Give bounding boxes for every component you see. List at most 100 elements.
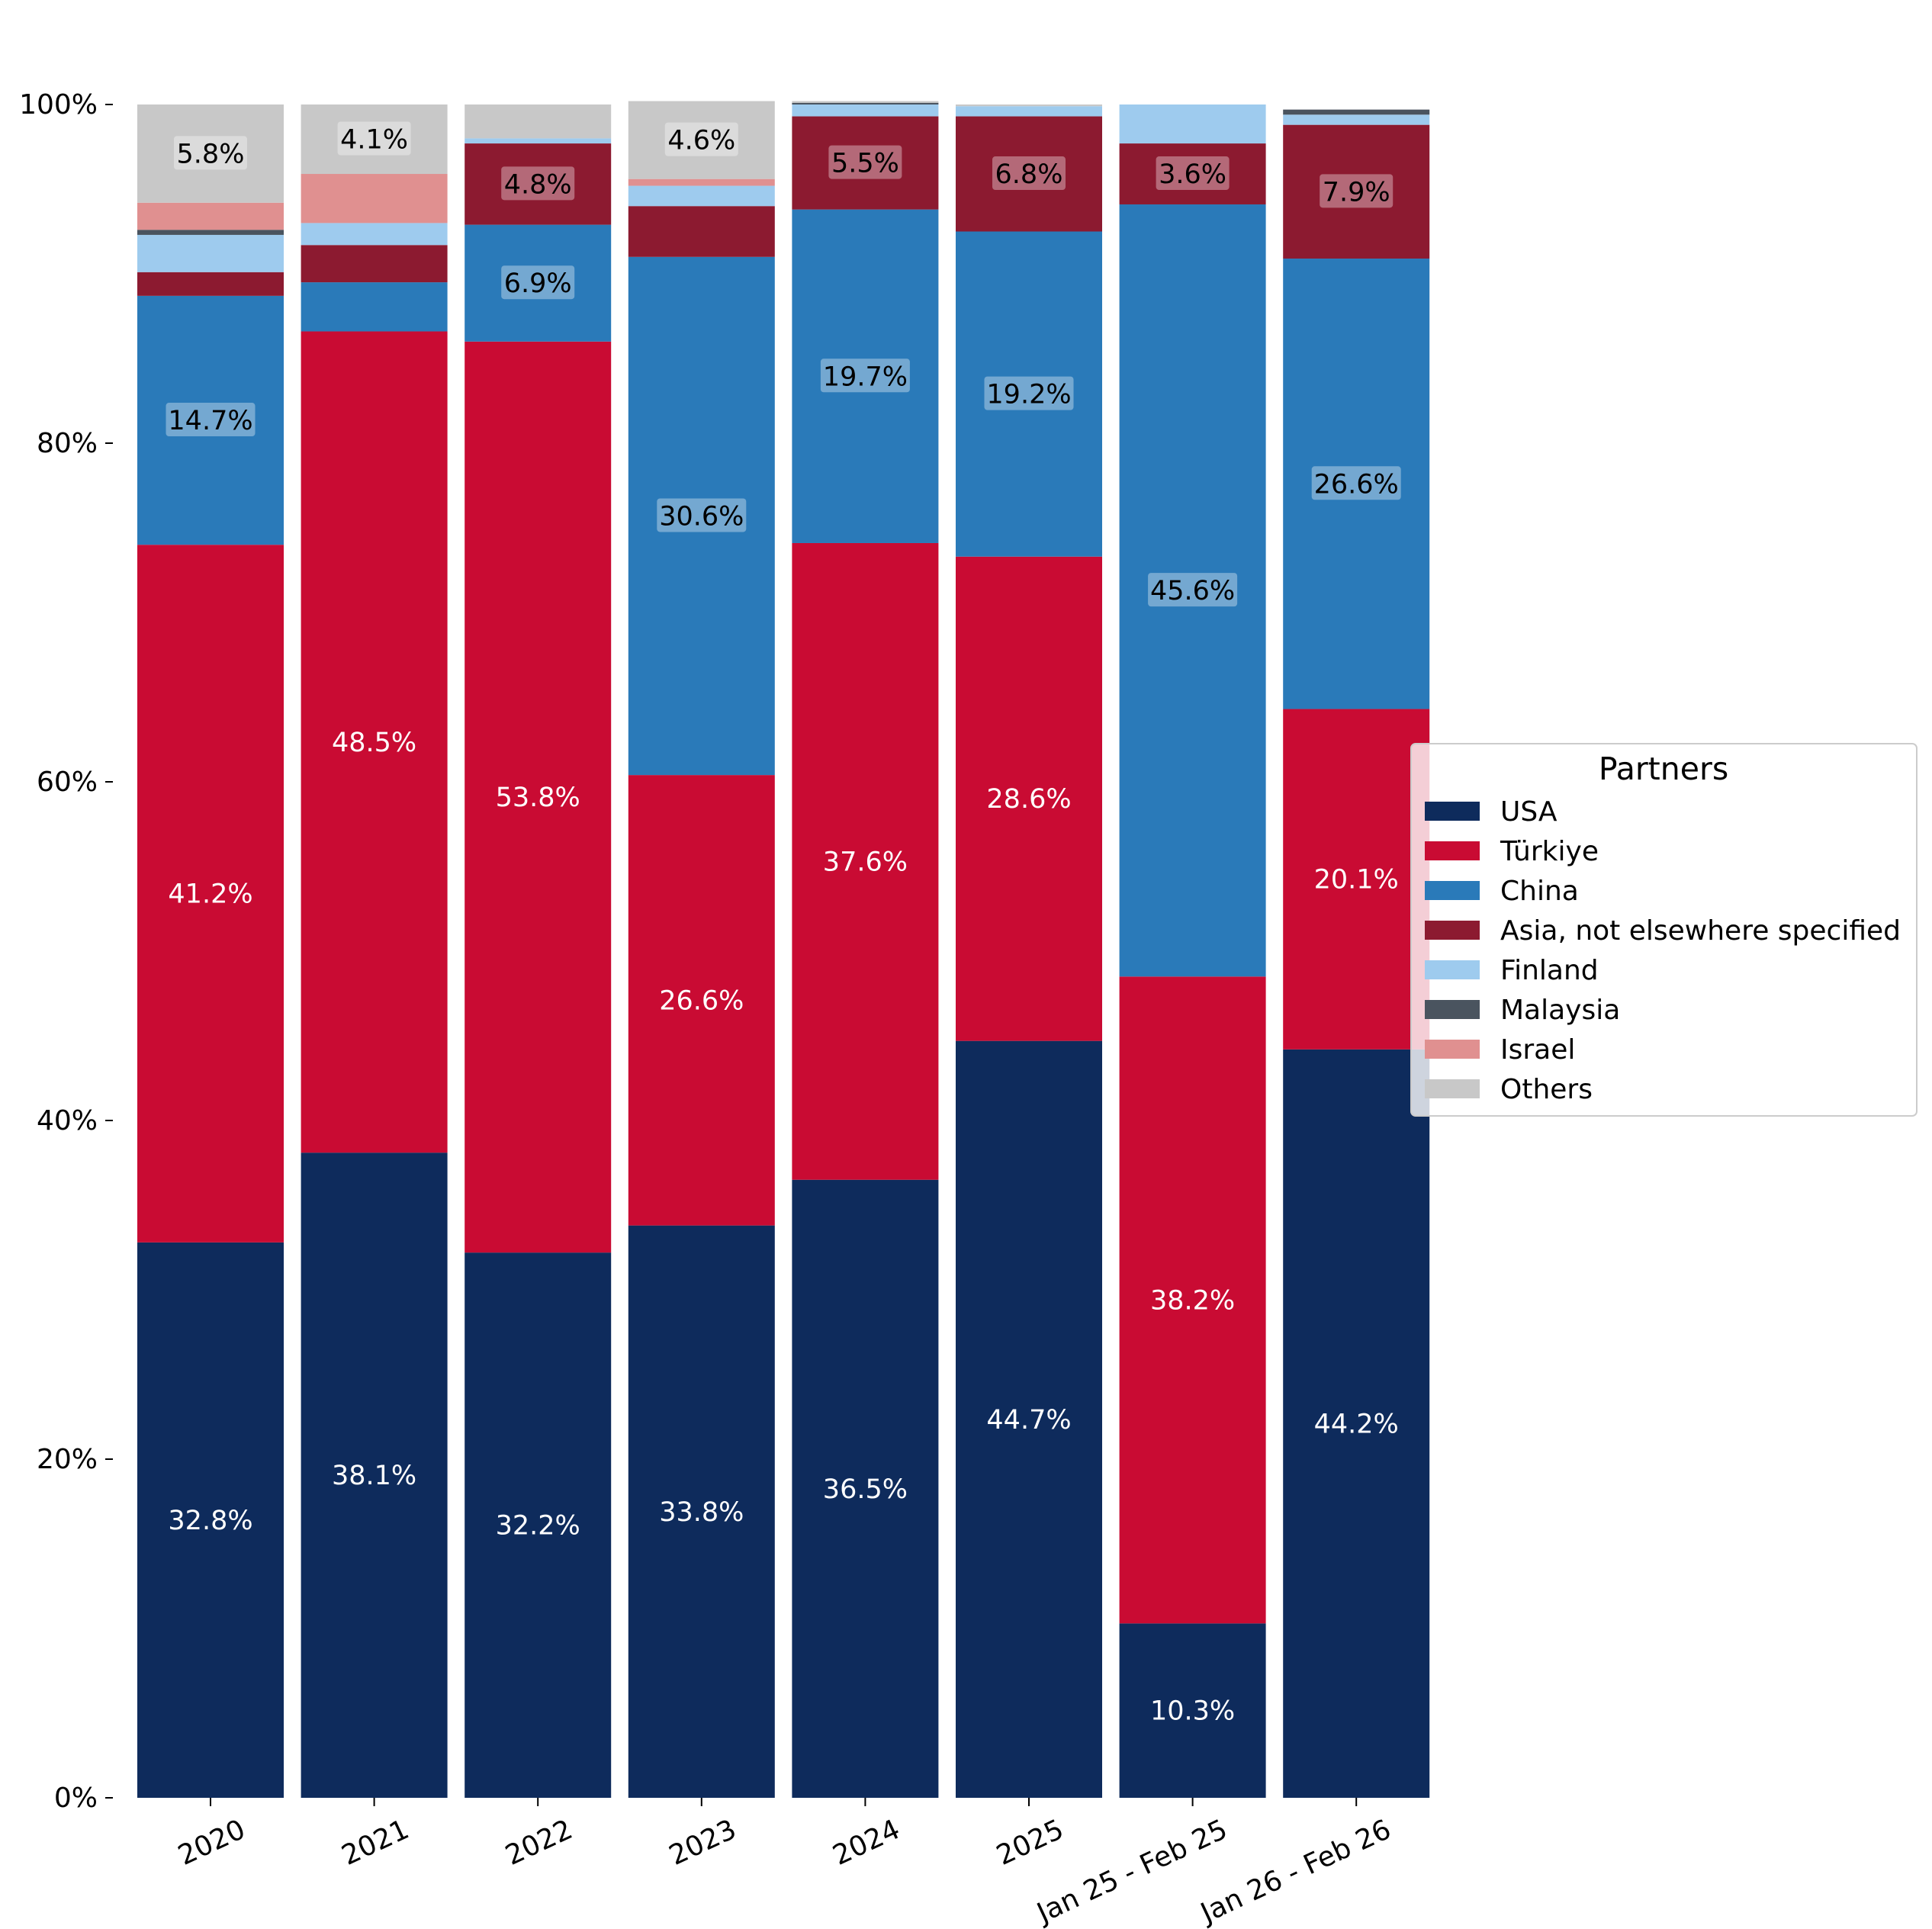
legend-swatch	[1425, 1040, 1480, 1059]
segment-label-box	[828, 145, 902, 179]
y-tick-label: 80%	[37, 428, 98, 459]
segment-label: 19.7%	[823, 362, 908, 392]
bar-segment	[137, 104, 284, 203]
segment-label: 37.6%	[823, 847, 908, 877]
segment-label-box	[657, 498, 747, 532]
legend-label: USA	[1500, 796, 1557, 828]
bar-segment	[1283, 114, 1430, 125]
bar-segment	[1283, 124, 1430, 259]
bar-segment	[137, 234, 284, 272]
legend-label: Finland	[1500, 955, 1599, 986]
legend-label: China	[1500, 876, 1579, 907]
segment-label-box	[1148, 573, 1238, 607]
bar-segment	[465, 104, 612, 139]
segment-label: 32.8%	[168, 1506, 252, 1536]
bar-segment	[137, 230, 284, 235]
segment-label: 30.6%	[659, 501, 744, 532]
bars	[137, 101, 1430, 1798]
bar-segment	[137, 272, 284, 296]
legend-swatch	[1425, 1000, 1480, 1019]
bar-segment	[628, 206, 775, 257]
bar-segment	[956, 1040, 1102, 1798]
bar-segment	[792, 209, 939, 543]
segment-label-box	[166, 403, 256, 437]
legend-swatch	[1425, 960, 1480, 979]
bar-segment	[792, 116, 939, 210]
x-tick-label: 2023	[664, 1814, 741, 1872]
x-tick-label: 2024	[828, 1814, 905, 1872]
bar-segment	[1119, 104, 1266, 144]
bar-segment	[465, 341, 612, 1253]
segment-label: 28.6%	[986, 784, 1071, 815]
bar-segment	[792, 1179, 939, 1798]
segment-label: 44.2%	[1314, 1409, 1399, 1439]
segment-label-box	[501, 166, 575, 201]
bar-segment	[628, 178, 775, 186]
legend-label: Türkiye	[1500, 836, 1599, 867]
y-axis: 0% 20% 40% 60% 80% 100%	[19, 89, 113, 1814]
segment-label: 4.6%	[667, 126, 735, 156]
bar-segment	[301, 245, 448, 283]
legend-label: Others	[1500, 1074, 1593, 1105]
bar-segment	[465, 138, 612, 144]
bar-segment	[956, 106, 1102, 117]
y-tick-label: 0%	[54, 1783, 98, 1814]
bar-segment	[956, 231, 1102, 557]
bar-segment	[301, 1153, 448, 1798]
legend-swatch	[1425, 802, 1480, 821]
bar-segment	[956, 116, 1102, 232]
segment-label: 4.1%	[340, 125, 408, 156]
segment-label-box	[1320, 174, 1394, 208]
segment-label: 7.9%	[1323, 177, 1390, 207]
bar-segment	[792, 542, 939, 1180]
segment-label: 38.1%	[332, 1461, 416, 1491]
bar-segment	[137, 202, 284, 230]
bar-segment	[465, 143, 612, 225]
x-tick-label: 2025	[992, 1814, 1068, 1872]
bar-segment	[628, 1225, 775, 1798]
segment-label: 36.5%	[823, 1474, 908, 1505]
legend-swatch	[1425, 841, 1480, 860]
legend: Partners USA Türkiye China Asia, not elsewh…	[1410, 743, 1918, 1117]
segment-label-box	[820, 358, 910, 393]
segment-labels: 32.8% 41.2% 14.7% 5.8% 38.1% 48.5% 4.1% 32.2% 53…	[166, 121, 1401, 1727]
legend-swatch	[1425, 921, 1480, 940]
segment-label: 33.8%	[659, 1497, 744, 1528]
bar-segment	[1283, 1049, 1430, 1798]
legend-label: Israel	[1500, 1034, 1575, 1066]
bar-segment	[1119, 1623, 1266, 1798]
bar-segment	[301, 223, 448, 246]
segment-label: 3.6%	[1159, 159, 1226, 190]
bar-segment	[465, 224, 612, 342]
bar-segment	[628, 775, 775, 1226]
segment-label-box	[1311, 466, 1401, 500]
bar-segment	[1119, 204, 1266, 977]
bar-segment	[301, 174, 448, 223]
bar-segment	[956, 556, 1102, 1041]
segment-label: 32.2%	[496, 1511, 580, 1542]
legend-label: Malaysia	[1500, 995, 1620, 1026]
segment-label: 10.3%	[1150, 1696, 1235, 1727]
segment-label: 14.7%	[168, 406, 252, 436]
bar-segment	[628, 256, 775, 776]
segment-label-box	[337, 121, 411, 156]
bar-segment	[628, 101, 775, 179]
segment-label-box	[1156, 156, 1230, 191]
legend-items: USA Türkiye China Asia, not elsewhere speci…	[1425, 796, 1901, 1105]
x-tick-label: 2022	[501, 1814, 577, 1872]
y-tick-label: 40%	[37, 1105, 98, 1137]
segment-label: 26.6%	[659, 985, 744, 1016]
segment-label-box	[984, 376, 1074, 410]
bar-segment	[792, 101, 939, 103]
segment-label-box	[174, 136, 247, 170]
legend-swatch	[1425, 881, 1480, 900]
segment-label: 19.2%	[986, 380, 1071, 410]
legend-label: Asia, not elsewhere specified	[1500, 915, 1901, 947]
segment-label: 20.1%	[1314, 865, 1399, 895]
legend-swatch	[1425, 1079, 1480, 1098]
bar-segment	[137, 545, 284, 1243]
segment-label: 5.5%	[831, 149, 899, 179]
x-tick-label: 2021	[337, 1814, 413, 1872]
